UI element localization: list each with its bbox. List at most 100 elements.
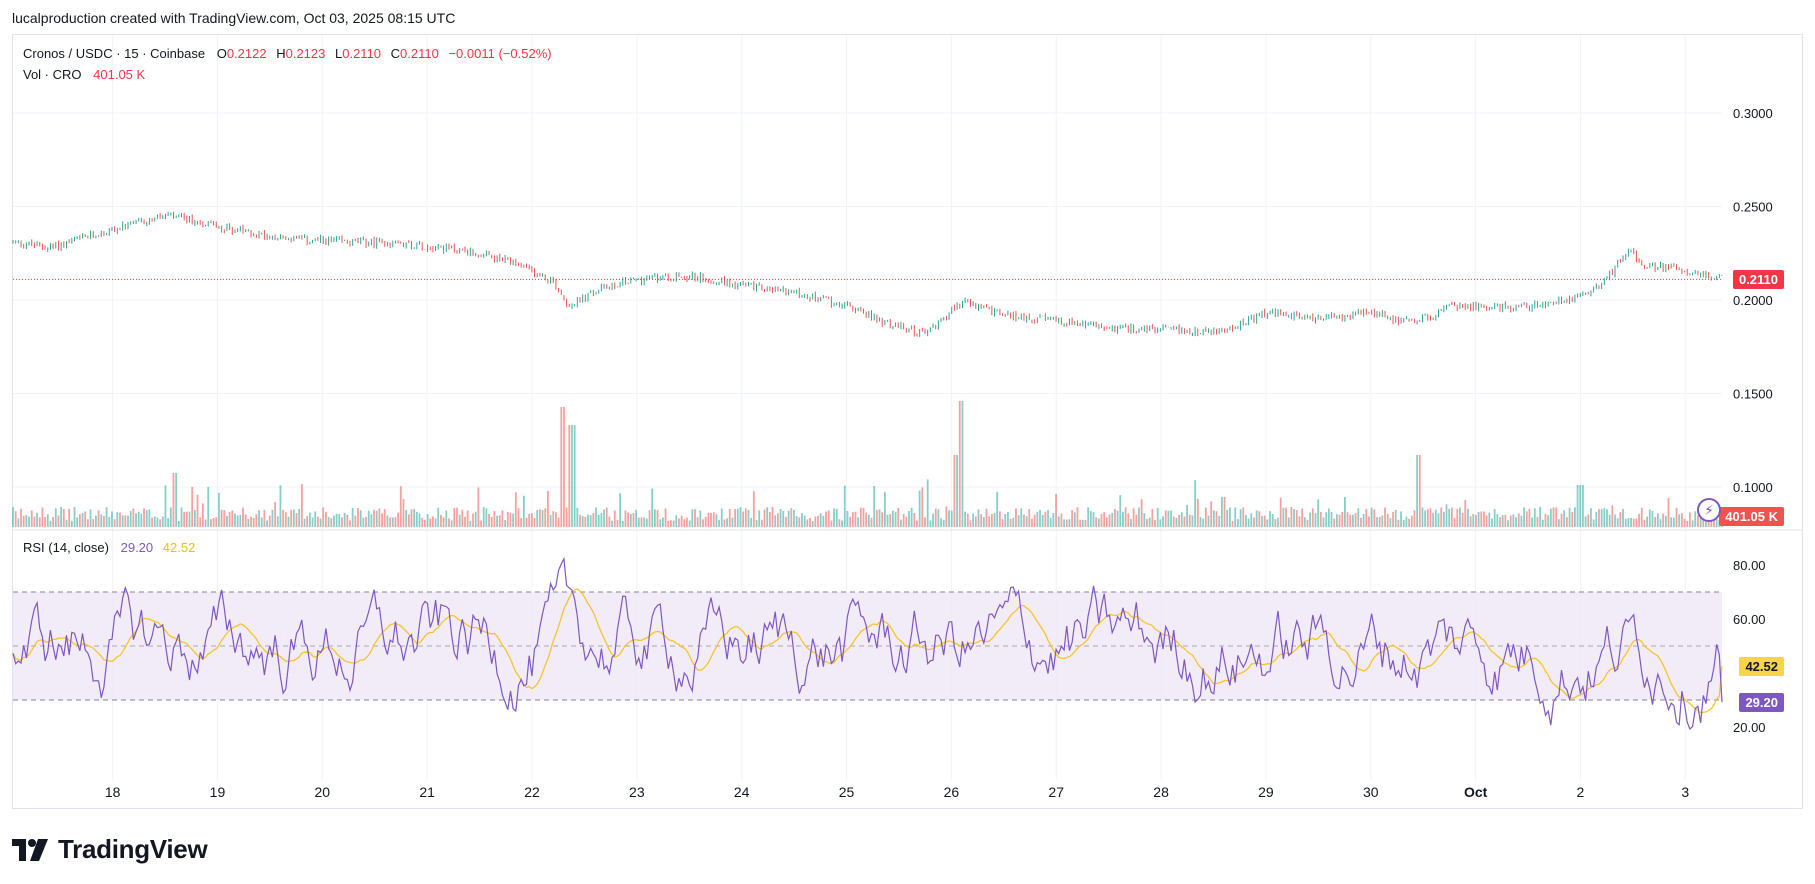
volume-bar xyxy=(49,520,52,527)
volume-bar xyxy=(378,508,381,527)
volume-bar xyxy=(86,519,89,527)
volume-bar xyxy=(1656,513,1659,527)
volume-bar xyxy=(1223,497,1226,527)
volume-bar xyxy=(54,508,57,527)
volume-bar xyxy=(1207,515,1210,527)
volume-bar xyxy=(81,513,84,527)
volume-bar xyxy=(381,513,383,527)
volume-bar xyxy=(787,510,790,527)
volume-bar xyxy=(458,514,461,527)
volume-bar xyxy=(1595,511,1598,527)
volume-bar xyxy=(1413,510,1416,527)
volume-bar xyxy=(1023,514,1025,527)
volume-bar xyxy=(958,401,961,527)
volume-bar xyxy=(993,513,996,527)
volume-bar xyxy=(1258,511,1261,527)
rsi-legend-label: RSI (14, close) xyxy=(23,540,109,555)
volume-bar xyxy=(1199,517,1202,527)
volume-bar xyxy=(707,512,710,527)
volume-bar xyxy=(453,508,456,527)
volume-bar xyxy=(242,507,244,527)
volume-bar xyxy=(1512,514,1515,527)
volume-bar xyxy=(565,507,568,527)
volume-bar xyxy=(1603,508,1606,527)
volume-bar xyxy=(1183,516,1186,527)
volume-bar xyxy=(1164,510,1167,527)
volume-bar xyxy=(306,516,309,527)
volume-bar xyxy=(779,508,782,527)
volume-bar xyxy=(405,510,408,527)
volume-bar xyxy=(1496,514,1499,527)
volume-bar xyxy=(509,513,512,527)
volume-bar xyxy=(1651,510,1654,527)
volume-bar xyxy=(78,514,81,527)
last-price-tag: 0.2110 xyxy=(1732,270,1784,289)
volume-bar xyxy=(916,520,918,527)
volume-bar xyxy=(322,507,325,527)
legend-high-label: H xyxy=(276,46,286,61)
time-tick-label: 30 xyxy=(1363,784,1379,800)
volume-bar xyxy=(809,518,811,527)
volume-bar xyxy=(167,518,170,527)
volume-bar xyxy=(343,512,346,527)
volume-bar xyxy=(600,513,603,527)
volume-bar xyxy=(878,509,881,527)
volume-bar xyxy=(421,518,424,527)
volume-bar xyxy=(1146,518,1148,527)
volume-bar xyxy=(367,510,370,527)
volume-bar xyxy=(1119,495,1122,527)
last-volume-tag: 401.05 K xyxy=(1719,507,1784,526)
volume-bar xyxy=(1525,511,1528,527)
volume-bar xyxy=(92,519,95,527)
volume-bar xyxy=(1309,512,1312,527)
volume-bar xyxy=(437,507,440,527)
volume-bar xyxy=(1672,517,1675,527)
volume-bar xyxy=(664,508,667,527)
volume-bar xyxy=(768,511,771,527)
volume-bar xyxy=(1039,509,1041,527)
volume-bar xyxy=(440,514,442,527)
volume-bar xyxy=(945,506,948,527)
volume-bar xyxy=(1245,514,1247,527)
volume-bar xyxy=(1587,514,1590,527)
volume-bar xyxy=(795,516,798,527)
volume-bar xyxy=(258,510,260,527)
volume-bar xyxy=(333,515,335,527)
volume-bar xyxy=(1499,517,1501,527)
volume-bar xyxy=(1041,514,1044,527)
volume-bar xyxy=(1402,519,1405,527)
tradingview-logo[interactable]: TradingView xyxy=(12,834,208,865)
volume-bar xyxy=(1314,513,1317,527)
volume-bar xyxy=(881,512,884,527)
volume-bar xyxy=(466,510,469,527)
volume-bar xyxy=(472,513,474,527)
volume-bar xyxy=(758,510,761,527)
volume-bar xyxy=(1004,513,1007,527)
volume-bar xyxy=(1167,510,1170,527)
volume-bar xyxy=(953,455,956,527)
volume-bar xyxy=(530,513,533,527)
volume-bar xyxy=(1689,512,1691,527)
volume-bar xyxy=(522,495,525,527)
volume-bar xyxy=(1031,518,1033,527)
volume-legend-value: 401.05 K xyxy=(93,67,146,82)
volume-bar xyxy=(1156,507,1159,527)
volume-bar xyxy=(1295,510,1298,527)
volume-bar xyxy=(137,511,140,527)
volume-bar xyxy=(1063,519,1065,527)
volume-bar xyxy=(883,492,886,527)
volume-bar xyxy=(710,512,712,527)
volume-bar xyxy=(1531,517,1534,527)
volume-bar xyxy=(220,509,223,527)
volume-bar xyxy=(1608,514,1611,527)
rsi-ma-tag: 42.52 xyxy=(1739,657,1784,676)
lightning-icon[interactable]: ⚡ xyxy=(1697,498,1721,522)
volume-legend-label: Vol · CRO xyxy=(23,67,82,82)
volume-bar xyxy=(1357,508,1360,527)
volume-bar xyxy=(587,514,589,527)
volume-bar xyxy=(1680,513,1683,527)
rsi-tick-label: 80.00 xyxy=(1733,558,1766,573)
volume-bar xyxy=(1055,493,1057,527)
volume-bar xyxy=(921,487,924,527)
